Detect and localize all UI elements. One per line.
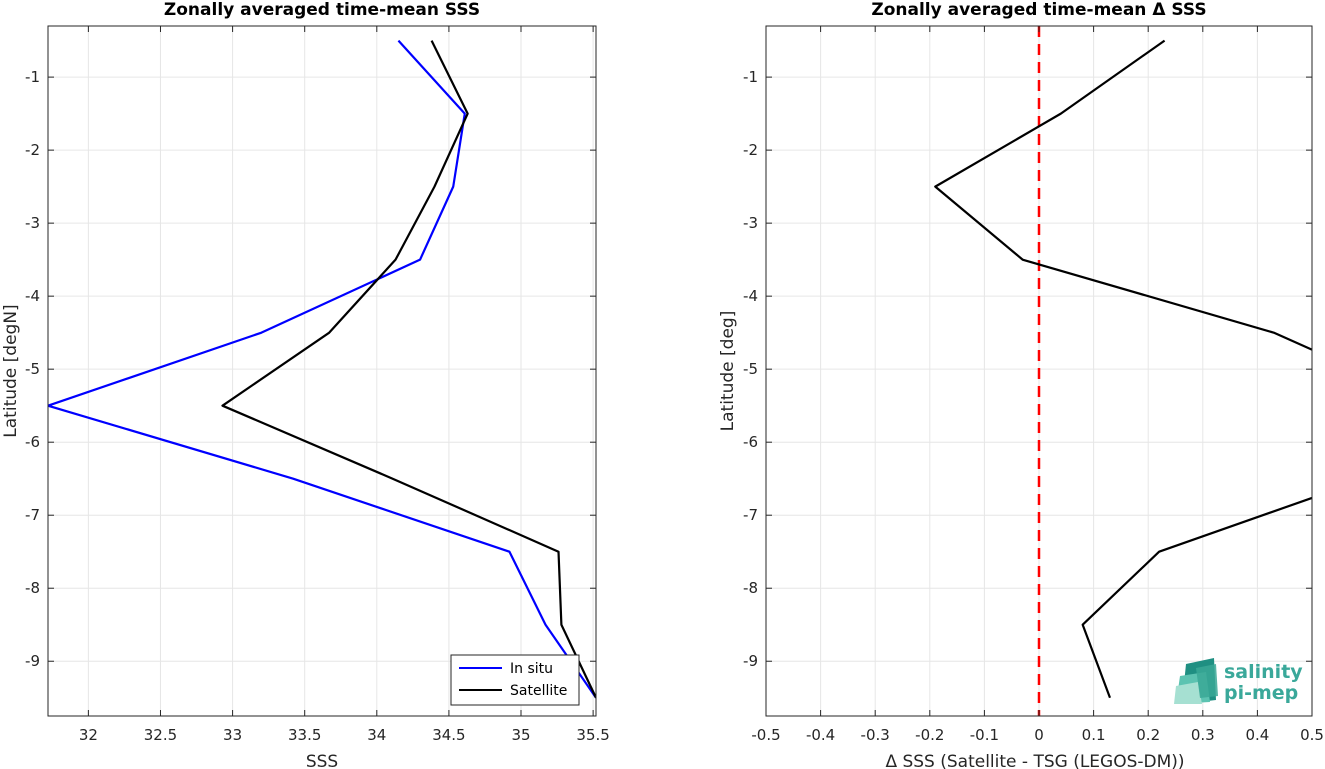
y-tick-label: -7	[743, 506, 758, 524]
legend-label-in-situ: In situ	[510, 661, 553, 677]
y-tick-label: -5	[743, 360, 758, 378]
y-tick-label: -9	[25, 652, 40, 670]
x-tick-label: 33	[223, 726, 242, 744]
chart-title-right: Zonally averaged time-mean Δ SSS	[871, 0, 1206, 20]
y-tick-label: -6	[743, 433, 758, 451]
x-tick-label: 34	[367, 726, 386, 744]
y-tick-label: -2	[743, 141, 758, 159]
x-tick-label: 34.5	[432, 726, 465, 744]
y-tick-label: -3	[25, 214, 40, 232]
logo-text-line2: pi-mep	[1224, 682, 1298, 704]
legend-box	[450, 654, 580, 706]
series-line-delta-sss	[934, 39, 1312, 699]
legend-label-satellite: Satellite	[510, 683, 567, 699]
ticks-left: 32 32.5 33 33.5 34 34.5 35 35.5 -1 -2 -3 -4 -5 -6 -7 -8…	[25, 26, 610, 744]
y-tick-label: -1	[25, 68, 40, 86]
x-tick-label: 32.5	[144, 726, 177, 744]
x-tick-label: -0.1	[970, 726, 999, 744]
x-tick-label: -0.4	[806, 726, 835, 744]
y-tick-label: -7	[25, 506, 40, 524]
x-tick-label: 33.5	[288, 726, 321, 744]
x-tick-label: 35.5	[576, 726, 609, 744]
y-tick-label: -9	[743, 652, 758, 670]
y-tick-label: -5	[25, 360, 40, 378]
left-axes: 32 32.5 33 33.5 34 34.5 35 35.5 -1 -2 -3 -4 -5 -6 -7 -8…	[1, 0, 610, 769]
x-tick-label: -0.3	[861, 726, 890, 744]
logo-text-line1: salinity	[1224, 661, 1303, 683]
x-tick-label: 0.5	[1300, 726, 1324, 744]
x-tick-label: 0.1	[1082, 726, 1106, 744]
y-tick-label: -4	[25, 287, 40, 305]
y-tick-label: -8	[25, 579, 40, 597]
x-tick-label: 0.4	[1245, 726, 1269, 744]
series-line-satellite	[221, 40, 596, 699]
y-axis-label-left: Latitude [degN]	[1, 304, 21, 437]
series-line-in-situ	[48, 39, 596, 699]
y-tick-label: -4	[743, 287, 758, 305]
plot-area-left	[48, 26, 596, 716]
x-axis-label-left: SSS	[306, 752, 338, 769]
x-tick-label: -0.2	[915, 726, 944, 744]
ticks-right: -0.5 -0.4 -0.3 -0.2 -0.1 0 0.1 0.2 0.3 0.4 0.5 -1 -2…	[743, 26, 1324, 744]
legend: In situ Satellite	[450, 654, 580, 706]
y-tick-label: -2	[25, 141, 40, 159]
axes-box-left	[47, 25, 597, 717]
x-tick-label: 35	[511, 726, 530, 744]
right-axes: -0.5 -0.4 -0.3 -0.2 -0.1 0 0.1 0.2 0.3 0.4 0.5 -1 -2…	[718, 0, 1324, 769]
x-axis-label-right: Δ SSS (Satellite - TSG (LEGOS-DM))	[885, 752, 1184, 769]
chart-title-left: Zonally averaged time-mean SSS	[164, 0, 480, 20]
y-tick-label: -1	[743, 68, 758, 86]
x-tick-label: 0.2	[1136, 726, 1160, 744]
x-tick-label: 0.3	[1191, 726, 1215, 744]
grid-left	[48, 26, 596, 716]
series-group-right	[934, 39, 1312, 699]
x-tick-label: -0.5	[751, 726, 780, 744]
y-tick-label: -3	[743, 214, 758, 232]
x-tick-label: 32	[79, 726, 98, 744]
x-tick-label: 0	[1034, 726, 1044, 744]
y-tick-label: -6	[25, 433, 40, 451]
salinity-pi-mep-logo: salinity pi-mep	[1174, 658, 1303, 704]
series-group-left	[48, 39, 596, 699]
wave-logo-icon	[1174, 658, 1218, 704]
y-tick-label: -8	[743, 579, 758, 597]
y-axis-label-right: Latitude [deg]	[718, 311, 738, 432]
